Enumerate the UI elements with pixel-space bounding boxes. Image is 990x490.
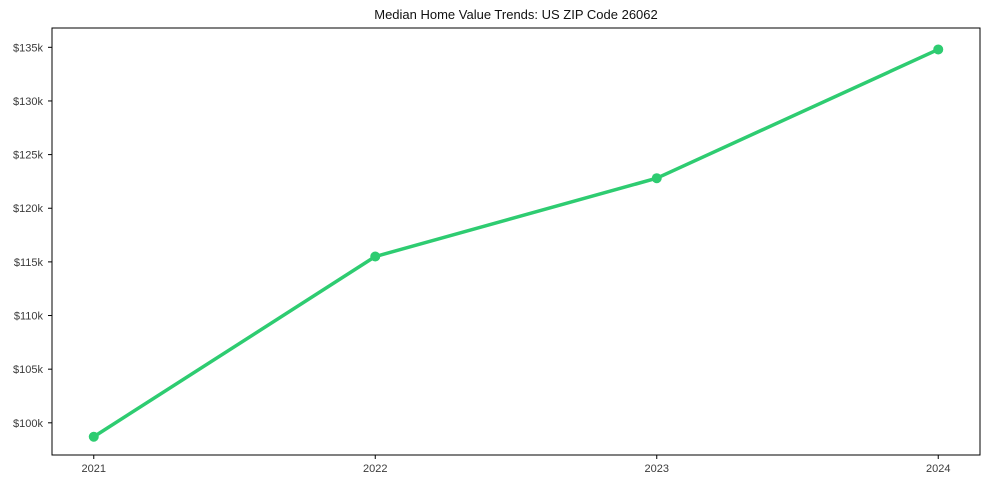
data-point-marker: [370, 251, 381, 262]
y-tick-label: $130k: [13, 96, 43, 108]
chart-title: Median Home Value Trends: US ZIP Code 26…: [374, 7, 658, 22]
x-tick-label: 2022: [363, 463, 387, 475]
x-tick-label: 2021: [82, 463, 106, 475]
data-point-marker: [88, 431, 99, 442]
y-tick-label: $105k: [13, 364, 43, 376]
x-tick-label: 2023: [645, 463, 669, 475]
y-tick-label: $115k: [14, 257, 44, 269]
plot-frame: [51, 27, 981, 456]
data-point-marker: [651, 173, 662, 184]
y-tick-label: $125k: [13, 150, 43, 162]
y-tick-label: $120k: [13, 203, 43, 215]
y-tick-label: $135k: [13, 42, 43, 54]
y-tick-label: $100k: [13, 418, 43, 430]
trend-line: [92, 47, 940, 439]
x-tick-label: 2024: [926, 463, 950, 475]
data-point-marker: [933, 44, 944, 55]
y-tick-label: $110k: [14, 311, 44, 323]
